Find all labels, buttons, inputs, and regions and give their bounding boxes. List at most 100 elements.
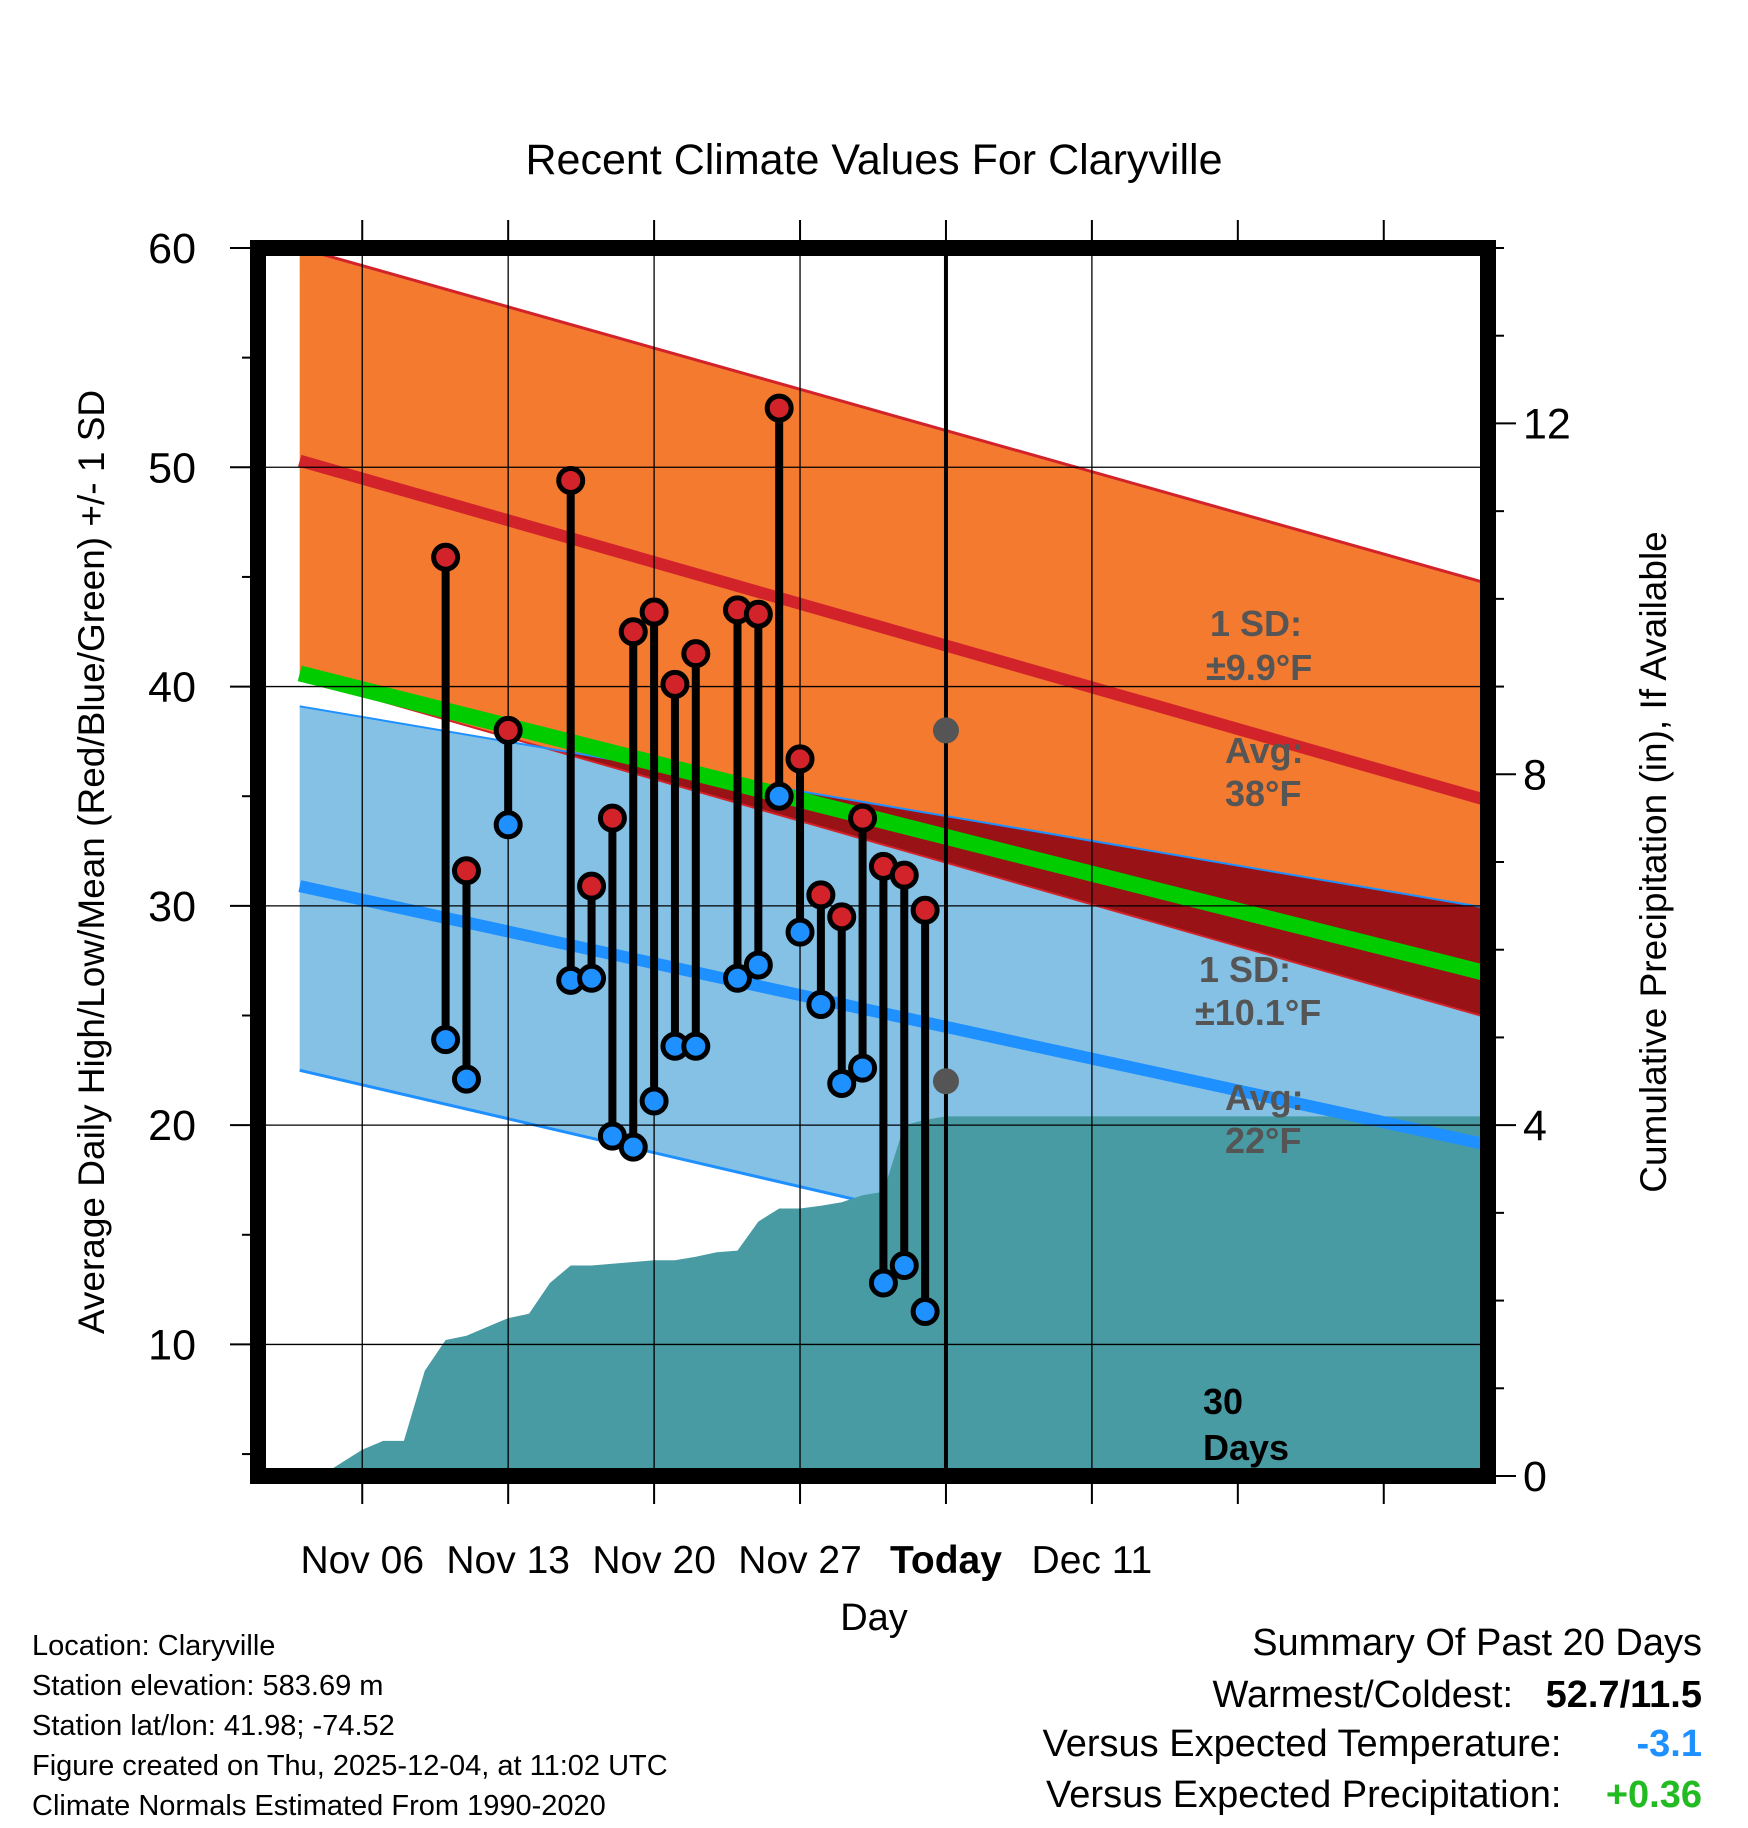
summary-precip-value: +0.36 — [1605, 1774, 1702, 1816]
x-axis-label: Day — [840, 1597, 908, 1639]
day-observation — [431, 542, 461, 1055]
low-avg-value: 22°F — [1225, 1120, 1301, 1161]
y2-tick-label: 12 — [1523, 400, 1571, 448]
day-observation — [722, 595, 752, 993]
obs-high-point — [764, 393, 794, 423]
obs-high-point — [431, 542, 461, 572]
obs-high-point — [785, 744, 815, 774]
chart-title: Recent Climate Values For Claryville — [526, 136, 1223, 184]
day-observation — [889, 860, 919, 1280]
high-avg-line — [298, 454, 1488, 807]
high-sd-value: ±9.9°F — [1206, 647, 1312, 688]
days-window-line-2: Days — [1203, 1427, 1289, 1468]
y-tick-label: 50 — [148, 444, 196, 492]
y-tick-label: 10 — [148, 1321, 196, 1369]
obs-high-point — [806, 880, 836, 910]
day-observation — [827, 902, 857, 1098]
day-observation — [910, 895, 940, 1327]
plot-area — [297, 248, 1488, 1476]
summary-warm-cold: Warmest/Coldest: 52.7/11.5 — [1212, 1674, 1702, 1717]
y-axis-label-right: Cumulative Precipitation (in), If Availa… — [1633, 531, 1674, 1193]
summary-precip-label: Versus Expected Precipitation: — [1046, 1774, 1562, 1816]
meta-created: Figure created on Thu, 2025-12-04, at 11… — [32, 1750, 668, 1782]
obs-low-point — [827, 1068, 857, 1098]
y-axis-label: Average Daily High/Low/Mean (Red/Blue/Gr… — [71, 390, 112, 1334]
high-avg-label: Avg: — [1225, 730, 1304, 771]
obs-low-point — [577, 963, 607, 993]
day-observation — [493, 715, 523, 840]
meta-location: Location: Claryville — [32, 1630, 276, 1662]
obs-low-point — [806, 990, 836, 1020]
obs-low-point — [618, 1132, 648, 1162]
obs-low-point — [639, 1086, 669, 1116]
high-sd-label: 1 SD: — [1210, 603, 1302, 644]
obs-low-point — [451, 1064, 481, 1094]
axes: 10 20 30 40 50 60 0 4 8 12 Nov 06 Nov 13 Nov 20 Nov 2… — [148, 220, 1571, 1582]
obs-high-point — [910, 895, 940, 925]
x-tick-label: Today — [890, 1539, 1002, 1582]
obs-low-point — [722, 963, 752, 993]
obs-high-point — [618, 617, 648, 647]
obs-high-point — [577, 871, 607, 901]
day-observation — [848, 803, 878, 1083]
obs-low-point — [848, 1053, 878, 1083]
low-avg-marker — [932, 1068, 959, 1095]
meta-elevation: Station elevation: 583.69 m — [32, 1670, 384, 1702]
obs-low-point — [910, 1297, 940, 1327]
x-tick-label: Nov 20 — [592, 1539, 716, 1582]
precip-area — [320, 1116, 1488, 1476]
day-observation — [764, 393, 794, 811]
obs-high-point — [827, 902, 857, 932]
obs-low-point — [785, 917, 815, 947]
x-tick-label: Nov 13 — [446, 1539, 570, 1582]
high-avg-marker — [932, 717, 959, 744]
day-observation — [743, 599, 773, 980]
summary-temp-value: -3.1 — [1636, 1723, 1702, 1765]
y-tick-label: 40 — [148, 664, 196, 712]
summary-title: Summary Of Past 20 Days — [1252, 1622, 1702, 1664]
observations — [431, 393, 940, 1327]
day-observation — [618, 617, 648, 1162]
y-tick-label: 60 — [148, 225, 196, 273]
y-tick-label: 30 — [148, 883, 196, 931]
obs-low-point — [743, 950, 773, 980]
y2-tick-label: 8 — [1523, 751, 1547, 799]
obs-high-point — [639, 597, 669, 627]
days-window-line-1: 30 — [1203, 1381, 1243, 1422]
obs-low-point — [431, 1025, 461, 1055]
summary-temp: Versus Expected Temperature: -3.1 — [1043, 1723, 1702, 1766]
obs-high-point — [889, 860, 919, 890]
obs-high-point — [556, 465, 586, 495]
day-observation — [639, 597, 669, 1116]
y-tick-label: 20 — [148, 1102, 196, 1150]
obs-low-point — [868, 1268, 898, 1298]
summary-warm-cold-value: 52.7/11.5 — [1545, 1674, 1702, 1716]
day-observation — [660, 669, 690, 1061]
obs-high-point — [848, 803, 878, 833]
low-sd-label: 1 SD: — [1199, 949, 1291, 990]
meta-normals: Climate Normals Estimated From 1990-2020 — [32, 1790, 606, 1822]
obs-low-point — [493, 810, 523, 840]
day-observation — [681, 639, 711, 1061]
high-upper-edge — [299, 248, 1488, 585]
day-observation — [597, 803, 627, 1151]
x-tick-label: Nov 27 — [738, 1539, 862, 1582]
summary-temp-label: Versus Expected Temperature: — [1042, 1723, 1562, 1765]
day-observation — [451, 856, 481, 1094]
summary-warm-cold-label: Warmest/Coldest: — [1212, 1674, 1514, 1716]
x-tick-label: Dec 11 — [1032, 1539, 1153, 1582]
obs-high-point — [451, 856, 481, 886]
y2-tick-label: 4 — [1523, 1102, 1547, 1150]
obs-high-point — [597, 803, 627, 833]
obs-low-point — [889, 1250, 919, 1280]
low-sd-value: ±10.1°F — [1195, 992, 1321, 1033]
obs-high-point — [681, 639, 711, 669]
day-observation — [577, 871, 607, 993]
obs-low-point — [764, 781, 794, 811]
day-observation — [556, 465, 586, 995]
meta-latlon: Station lat/lon: 41.98; -74.52 — [32, 1710, 395, 1742]
low-avg-label: Avg: — [1225, 1077, 1304, 1118]
obs-high-point — [493, 715, 523, 745]
low-avg-line — [298, 880, 1488, 1151]
